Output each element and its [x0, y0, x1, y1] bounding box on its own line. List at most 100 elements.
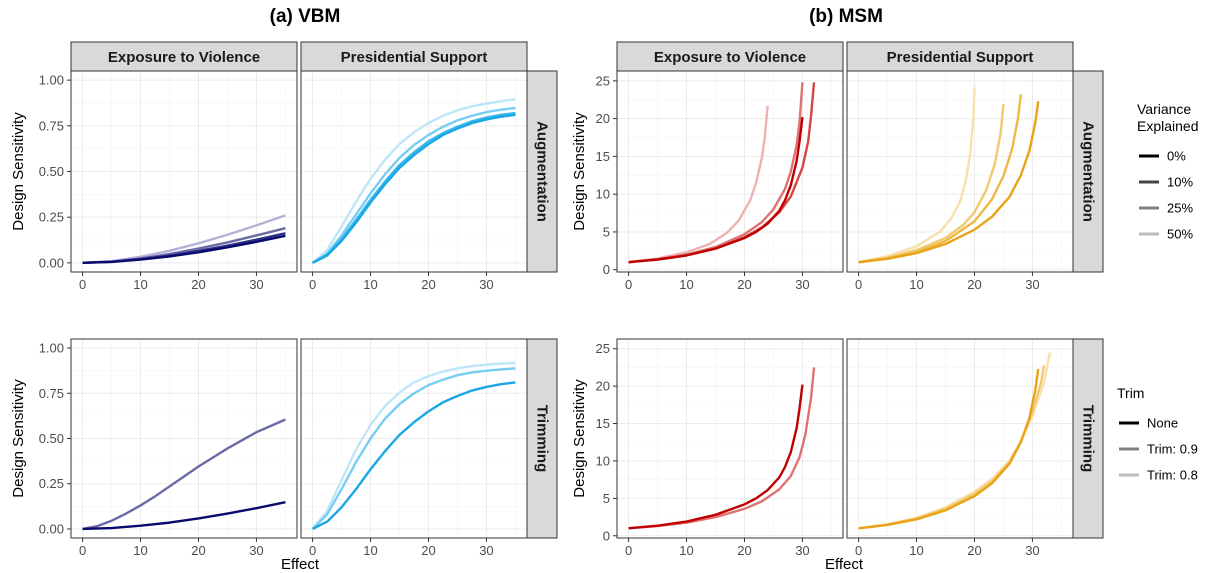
series-line-50: [858, 87, 976, 264]
series-line-trim-0-8: [311, 361, 516, 530]
y-tick-label: 25: [596, 341, 610, 356]
y-tick-label: 0.25: [39, 210, 64, 225]
column-strip: [846, 41, 1074, 72]
series-line-25: [858, 104, 1005, 264]
x-tick-label: 10: [133, 543, 147, 558]
legend-title: Explained: [1137, 118, 1199, 134]
panel-msm-trimming-exposure-to-violence: 0 10 20 30 0 5 10 15 20 25 Design Sensitivity: [571, 338, 844, 558]
panel-background: [617, 71, 843, 272]
series-line-50: [311, 98, 516, 264]
y-tick-label: 5: [603, 491, 610, 506]
y-tick-label: 0: [603, 262, 610, 277]
panel-grid: 0 10 20 30 0.00 0.25 0.50 0.75 1.00 Design Sensit…: [10, 41, 1104, 558]
legend-item-label: 25%: [1167, 201, 1193, 216]
x-tick-label: 30: [1025, 277, 1039, 292]
series-line-0: [628, 116, 804, 264]
x-tick-label: 0: [309, 277, 316, 292]
x-tick-label: 30: [249, 277, 263, 292]
series-line-none: [858, 368, 1040, 530]
legend-title: Trim: [1117, 385, 1144, 401]
y-tick-label: 15: [596, 149, 610, 164]
series-line-none: [82, 501, 286, 531]
panel-msm-trimming-presidential-support: 0 10 20 30 Trimming: [846, 338, 1104, 558]
series-line-none: [628, 384, 804, 530]
y-tick-label: 10: [596, 187, 610, 202]
x-tick-label: 30: [795, 277, 809, 292]
x-tick-label: 10: [363, 543, 377, 558]
left-main-title: (a) VBM: [270, 6, 341, 27]
column-strip: [70, 41, 298, 72]
y-tick-label: 20: [596, 111, 610, 126]
x-tick-label: 0: [625, 277, 632, 292]
series-line-0: [312, 113, 516, 264]
panel-vbm-trimming-exposure-to-violence: 0 10 20 30 0.00 0.25 0.50 0.75 1.00 Design Sensit…: [10, 338, 298, 558]
legend-item-label: 50%: [1167, 227, 1193, 242]
series-line-50: [628, 105, 769, 264]
x-tick-label: 0: [855, 543, 862, 558]
column-strip-label: Presidential Support: [341, 49, 488, 66]
legend-item-label: 10%: [1167, 175, 1193, 190]
x-tick-label: 10: [363, 277, 377, 292]
left-x-axis-title: Effect: [281, 556, 320, 573]
row-strip-label: Trimming: [534, 405, 551, 473]
column-strip-label: Presidential Support: [887, 49, 1034, 66]
row-strip-label: Augmentation: [1080, 121, 1097, 222]
panel-background: [617, 339, 843, 538]
y-tick-label: 0.50: [39, 431, 64, 446]
x-tick-label: 0: [79, 543, 86, 558]
row-strip: [1072, 70, 1104, 273]
x-tick-label: 10: [679, 277, 693, 292]
row-strip: [526, 70, 558, 273]
series-line-0: [82, 234, 286, 265]
y-tick-label: 0.00: [39, 255, 64, 270]
series-line-trim-0-9: [311, 367, 516, 530]
row-strip-label: Augmentation: [534, 121, 551, 222]
y-tick-label: 15: [596, 416, 610, 431]
x-tick-label: 30: [479, 277, 493, 292]
x-tick-label: 30: [479, 543, 493, 558]
series-line-trim-0-9: [82, 418, 286, 531]
panel-msm-augmentation-presidential-support: 0 10 20 30 Presidential Support Augmentation: [846, 41, 1104, 292]
panel-vbm-augmentation-exposure-to-violence: 0 10 20 30 0.00 0.25 0.50 0.75 1.00 Design Sensit…: [10, 41, 298, 292]
x-tick-label: 30: [795, 543, 809, 558]
y-tick-label: 1.00: [39, 341, 64, 356]
x-tick-label: 10: [679, 543, 693, 558]
x-tick-label: 20: [421, 277, 435, 292]
x-tick-label: 0: [855, 277, 862, 292]
column-strip: [616, 41, 844, 72]
panel-msm-augmentation-exposure-to-violence: 0 10 20 30 0 5 10 15 20 25 Design Sensitivity Expos…: [571, 41, 844, 292]
row-strip: [526, 338, 558, 539]
y-tick-label: 1.00: [39, 73, 64, 88]
x-tick-label: 10: [133, 277, 147, 292]
x-tick-label: 20: [967, 277, 981, 292]
y-axis-title: Design Sensitivity: [571, 112, 588, 231]
x-tick-label: 20: [421, 543, 435, 558]
x-tick-label: 10: [909, 277, 923, 292]
series-line-0: [858, 101, 1040, 264]
x-tick-label: 30: [249, 543, 263, 558]
y-tick-label: 25: [596, 73, 610, 88]
x-tick-label: 20: [737, 277, 751, 292]
y-tick-label: 5: [603, 224, 610, 239]
panel-vbm-trimming-presidential-support: 0 10 20 30 Trimming: [300, 338, 558, 558]
right-x-axis-title: Effect: [825, 556, 864, 573]
x-tick-label: 0: [309, 543, 316, 558]
y-tick-label: 20: [596, 379, 610, 394]
panel-background: [847, 71, 1073, 272]
series-line-10: [311, 111, 516, 264]
y-tick-label: 0.50: [39, 164, 64, 179]
y-tick-label: 0: [603, 528, 610, 543]
x-tick-label: 10: [909, 543, 923, 558]
legend-item-label: 0%: [1167, 149, 1186, 164]
x-tick-label: 30: [1025, 543, 1039, 558]
panel-border: [616, 338, 844, 539]
y-axis-title: Design Sensitivity: [10, 379, 27, 498]
y-tick-label: 0.25: [39, 476, 64, 491]
panel-background: [847, 339, 1073, 538]
x-tick-label: 20: [191, 277, 205, 292]
x-tick-label: 20: [737, 543, 751, 558]
column-strip-label: Exposure to Violence: [108, 49, 260, 66]
